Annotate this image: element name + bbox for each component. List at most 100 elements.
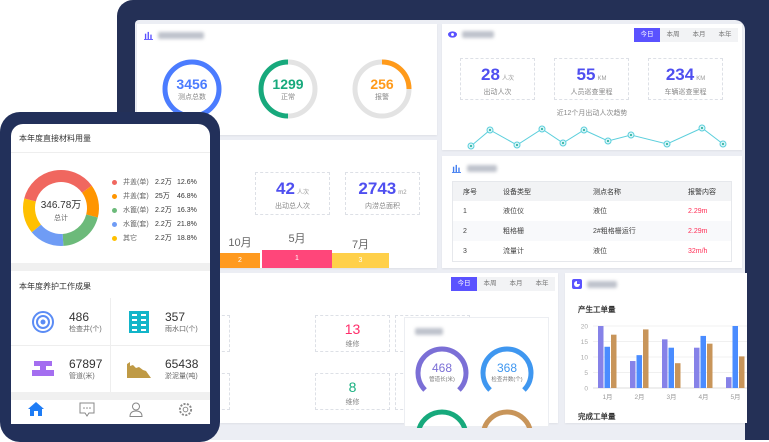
legend-dot	[112, 193, 117, 199]
stat-value: 55	[576, 65, 596, 84]
manhole-icon	[31, 310, 55, 333]
result-cell[interactable]: 65438 淤泥量(吨)	[111, 345, 210, 392]
donut-total-value: 346.78万	[40, 200, 82, 211]
tab-0[interactable]: 今日	[451, 277, 477, 291]
stat-label: 出动人次	[483, 89, 512, 96]
divider	[11, 345, 210, 346]
y-tick-label: 15	[581, 339, 589, 346]
gauge-label: 报警	[375, 94, 389, 101]
table-cell: 2	[453, 221, 493, 241]
donut-legend: 井盖(单) 2.2万 12.6% 井盖(套) 25万 46.8% 水篦(单) 2.2万 16.3…	[112, 175, 197, 245]
stat-box: 8 维修	[315, 373, 390, 410]
legend-amount: 2.2万	[155, 235, 172, 242]
result-cell[interactable]: 486 检查井(个)	[11, 298, 110, 345]
panel-title-blurred	[587, 281, 617, 288]
stat-label: 出动总人次	[275, 203, 310, 210]
result-label: 管道(米)	[69, 372, 95, 380]
bar	[598, 326, 604, 388]
bar	[604, 346, 610, 388]
y-tick-label: 5	[584, 370, 588, 377]
bar	[675, 363, 681, 388]
tab-3[interactable]: 本年	[529, 277, 555, 291]
bar-chart-icon	[144, 31, 153, 40]
result-value: 486	[69, 309, 90, 324]
table-row[interactable]: 1 液位仪 液位 2.29m	[453, 201, 731, 221]
dredge-gauge-arc	[481, 409, 533, 428]
legend-name: 其它	[123, 235, 137, 242]
legend-item: 水篦(单) 2.2万 16.3%	[112, 203, 197, 217]
trend-point-dot	[722, 143, 724, 145]
tab-0[interactable]: 今日	[634, 28, 660, 42]
y-tick-label: 0	[584, 386, 588, 393]
donut-segment	[62, 214, 98, 246]
stat-box: 2743 m2 内涝总面积	[345, 172, 420, 215]
gauge-label: 正常	[281, 94, 295, 101]
result-cell[interactable]: 67897 管道(米)	[11, 345, 110, 392]
trend-point-dot	[630, 134, 632, 136]
user-icon[interactable]	[129, 402, 143, 422]
result-value: 65438	[165, 356, 199, 371]
stat-label: 内涝总面积	[365, 203, 400, 210]
legend-amount: 25万	[155, 193, 170, 200]
stat-value: 42	[276, 179, 295, 198]
sludge-icon	[127, 360, 151, 378]
table-cell: 流量计	[503, 248, 524, 255]
message-icon[interactable]	[79, 402, 95, 422]
table-cell: 2#粗格栅运行	[583, 221, 678, 241]
gauge-value: 3456	[176, 76, 208, 92]
trend-point-dot	[562, 142, 564, 144]
settings-icon[interactable]	[178, 402, 193, 422]
stat-label: 维修	[345, 399, 360, 406]
gauge-value: 1299	[272, 76, 304, 92]
bottom-nav	[11, 400, 210, 424]
tab-2[interactable]: 本月	[503, 277, 529, 291]
tab-1[interactable]: 本周	[477, 277, 503, 291]
gauge-value: 256	[370, 76, 394, 92]
stat-label: 人员巡查里程	[570, 89, 613, 96]
tab-1[interactable]: 本周	[660, 28, 686, 42]
table-cell: 粗格栅	[493, 221, 583, 241]
table-row[interactable]: 3 流量计 液位 32m/h	[453, 241, 731, 261]
card-title-blurred	[415, 328, 443, 335]
home-icon[interactable]	[28, 402, 45, 421]
column-header: 设备类型	[493, 182, 583, 201]
stat-box: 13 维修	[315, 315, 390, 352]
dredge-results-card: 468 管道长(米) 368 检查井数(个)	[404, 317, 549, 428]
column-header: 序号	[453, 182, 493, 201]
legend-name: 水篦(单)	[123, 207, 149, 214]
gauge-value: 368	[496, 361, 518, 375]
x-tick-label: 5月	[730, 393, 740, 401]
results-title: 本年度养护工作成果	[19, 282, 91, 291]
legend-item: 水篦(套) 2.2万 21.8%	[112, 217, 197, 231]
work-order-bar-chart: 0 5 10 15 20 1月 2月 3月 4月 5月	[581, 324, 747, 401]
gauge-label: 管道长(米)	[429, 377, 455, 383]
trend-point-dot	[666, 143, 668, 145]
grate-icon	[127, 310, 151, 333]
stat-value: 28	[481, 65, 500, 84]
y-tick-label: 10	[581, 355, 589, 362]
x-tick-label: 4月	[698, 393, 708, 401]
bar	[707, 343, 713, 388]
panel-title-blurred	[467, 165, 497, 172]
table-row[interactable]: 2 粗格栅 2#粗格栅运行 2.29m	[453, 221, 731, 241]
stat-box: 55 KM 人员巡查里程	[554, 58, 629, 100]
legend-pct: 16.3%	[177, 206, 197, 214]
gauge-label: 测点总数	[178, 94, 206, 101]
bar	[630, 361, 636, 388]
stat-unit: 人次	[501, 76, 514, 82]
ranking-bar: 3	[332, 253, 389, 268]
stat-value: 13	[344, 321, 361, 337]
table-cell: 3	[463, 247, 467, 255]
stat-unit: m2	[398, 190, 407, 196]
tab-3[interactable]: 本年	[712, 28, 738, 42]
legend-amount: 2.2万	[155, 221, 172, 228]
ranking-bar: 1	[262, 250, 332, 268]
result-cell[interactable]: 357 雨水口(个)	[111, 298, 210, 345]
tab-2[interactable]: 本月	[686, 28, 712, 42]
panel-title-blurred	[462, 31, 494, 38]
trend-point-dot	[541, 128, 543, 130]
donut-total-label: 总计	[54, 215, 68, 222]
legend-pct: 46.8%	[177, 192, 197, 200]
stat-value: 2743	[358, 179, 397, 198]
ranking-month: 7月	[351, 239, 370, 251]
